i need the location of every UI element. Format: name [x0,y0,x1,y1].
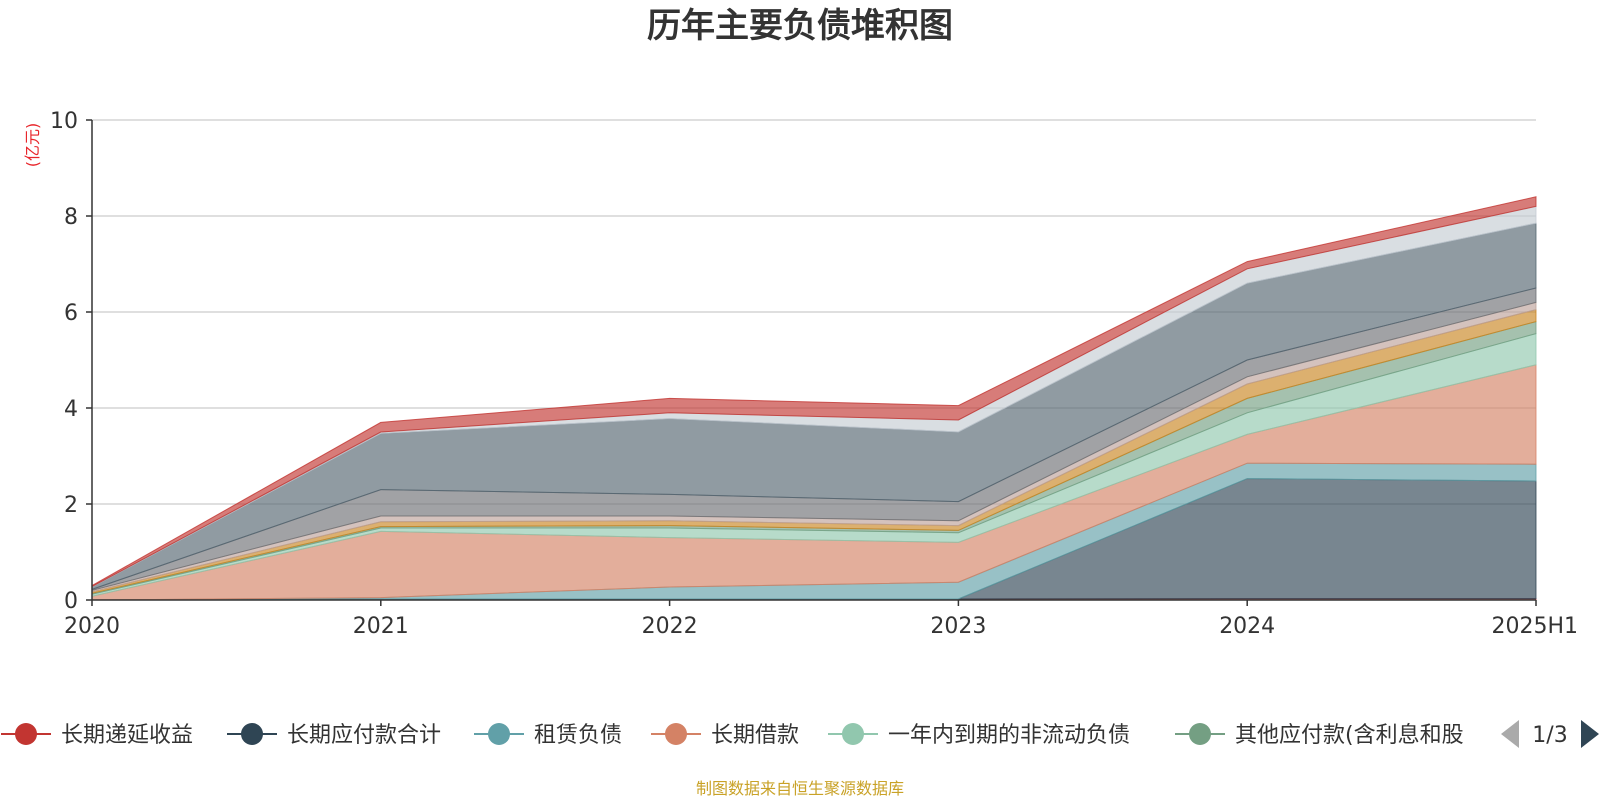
legend-label: 租赁负债 [534,723,622,748]
legend-circle-marker [665,723,687,745]
y-axis-unit-label: (亿元) [23,123,42,168]
legend-item[interactable]: 其他应付款(含利息和股 [1175,723,1464,748]
x-tick-label: 2020 [64,614,120,639]
stacked-areas [91,196,1537,601]
legend-item[interactable]: 长期应付款合计 [227,723,441,748]
legend-item[interactable]: 租赁负债 [474,723,622,748]
legend-label: 长期递延收益 [61,723,193,748]
legend-page-label: 1/3 [1532,723,1567,748]
y-tick-label: 6 [64,301,78,326]
legend-label: 一年内到期的非流动负债 [888,723,1130,748]
legend-item[interactable]: 一年内到期的非流动负债 [828,723,1130,748]
legend: 长期递延收益 长期应付款合计 租赁负债 长期借款 一年内到期的非流动负债 其他应付款(含利… [1,723,1464,748]
x-tick-label: 2024 [1219,614,1275,639]
y-tick-label: 8 [64,205,78,230]
triangle-left-icon[interactable] [1501,720,1519,748]
chart-title: 历年主要负债堆积图 [647,6,953,46]
y-tick-label: 4 [64,397,78,422]
legend-label: 其他应付款(含利息和股 [1235,723,1464,748]
axes: 0 2 4 6 8 10 2020 2021 2022 2023 2024 2025H1 [50,109,1578,639]
legend-circle-marker [1189,723,1211,745]
y-tick-label: 2 [64,493,78,518]
x-tick-label: 2021 [353,614,409,639]
legend-label: 长期应付款合计 [287,723,441,748]
legend-item[interactable]: 长期借款 [651,723,799,748]
x-tick-label: 2023 [930,614,986,639]
x-tick-label: 2025H1 [1491,614,1578,639]
legend-circle-marker [241,723,263,745]
triangle-right-icon[interactable] [1581,720,1599,748]
legend-circle-marker [842,723,864,745]
legend-circle-marker [15,723,37,745]
legend-pager: 1/3 [1501,720,1599,748]
data-source-note: 制图数据来自恒生聚源数据库 [696,779,904,798]
legend-circle-marker [488,723,510,745]
area-series-11[interactable] [91,196,1537,588]
legend-label: 长期借款 [711,723,799,748]
legend-item[interactable]: 长期递延收益 [1,723,193,748]
y-tick-label: 10 [50,109,78,134]
y-tick-label: 0 [64,589,78,614]
x-tick-label: 2022 [642,614,698,639]
